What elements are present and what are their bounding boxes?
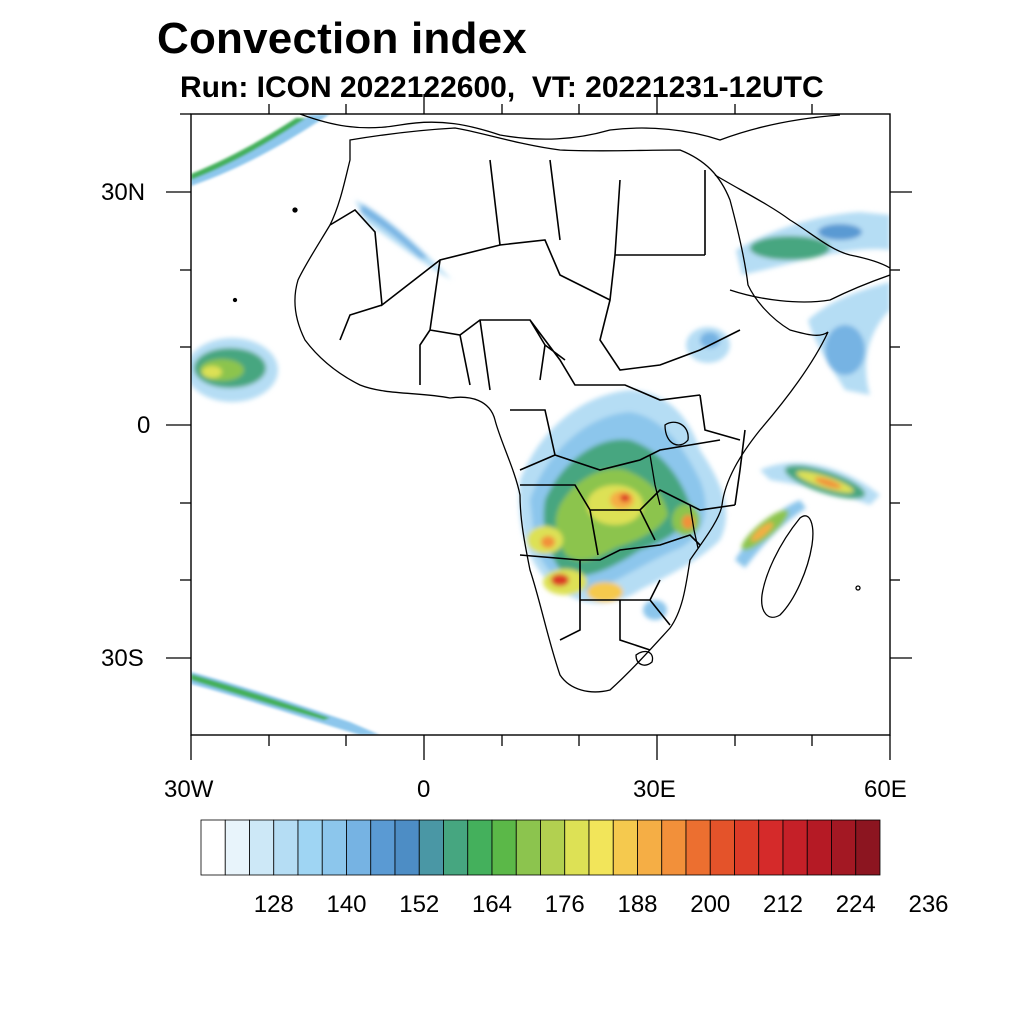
colorbar-label: 128 bbox=[254, 891, 294, 918]
colorbar-swatch bbox=[637, 819, 663, 876]
field-madagascar bbox=[735, 462, 880, 568]
colorbar-swatch bbox=[273, 819, 299, 876]
colorbar-swatch bbox=[418, 819, 444, 876]
field-arabia bbox=[736, 212, 890, 275]
axis-ticks bbox=[166, 94, 912, 760]
colorbar-label: 188 bbox=[617, 891, 657, 918]
field-north-atlantic bbox=[191, 114, 330, 186]
coastlines-and-borders bbox=[232, 114, 890, 693]
colorbar-label: 236 bbox=[908, 891, 948, 918]
colorbar-swatch bbox=[782, 819, 808, 876]
colorbar-labels: 128 140 152 164 176 188 200 212 224 236 bbox=[254, 891, 949, 918]
colorbar-swatch bbox=[249, 819, 275, 876]
y-tick-label-30n: 30N bbox=[101, 179, 146, 206]
lake-tanganyika bbox=[649, 454, 661, 506]
plot-area bbox=[191, 114, 890, 735]
x-tick-label-0: 0 bbox=[417, 776, 431, 803]
colorbar-swatch bbox=[685, 819, 711, 876]
colorbar-swatch bbox=[200, 819, 226, 876]
colorbar-swatch bbox=[661, 819, 687, 876]
lake-victoria bbox=[664, 421, 689, 446]
colorbar-swatch bbox=[855, 819, 881, 876]
colorbar-label: 152 bbox=[399, 891, 439, 918]
y-tick-label-30s: 30S bbox=[101, 645, 144, 672]
colorbar-label: 176 bbox=[545, 891, 585, 918]
field-east-africa bbox=[643, 327, 730, 620]
colorbar-label: 164 bbox=[472, 891, 512, 918]
colorbar-swatch bbox=[734, 819, 760, 876]
lesotho-border bbox=[635, 650, 654, 666]
convection-field bbox=[191, 114, 890, 735]
colorbar-swatch bbox=[588, 819, 614, 876]
colorbar-swatch bbox=[297, 819, 323, 876]
colorbar-label: 200 bbox=[690, 891, 730, 918]
y-tick-label-0: 0 bbox=[137, 412, 151, 439]
colorbar-swatch bbox=[806, 819, 832, 876]
chart-title: Convection index bbox=[157, 14, 527, 63]
mediterranean-coastline bbox=[299, 114, 841, 141]
colorbar-swatch bbox=[224, 819, 250, 876]
colorbar-swatch bbox=[443, 819, 469, 876]
x-tick-label-30e: 30E bbox=[633, 776, 676, 803]
arabia-coastline bbox=[714, 174, 890, 303]
colorbar-swatch bbox=[612, 819, 638, 876]
field-tropical-atlantic bbox=[191, 338, 278, 402]
colorbar-swatch bbox=[758, 819, 784, 876]
africa-coastline bbox=[294, 127, 829, 693]
colorbar-swatch bbox=[564, 819, 590, 876]
colorbar-swatch bbox=[515, 819, 541, 876]
colorbar-label: 224 bbox=[836, 891, 876, 918]
colorbar-swatch bbox=[394, 819, 420, 876]
field-arabian-sea bbox=[808, 282, 890, 395]
colorbar-swatch bbox=[831, 819, 857, 876]
madagascar-coastline bbox=[761, 515, 814, 618]
colorbar-swatch bbox=[709, 819, 735, 876]
chart-subtitle: Run: ICON 2022122600, VT: 20221231-12UTC bbox=[180, 71, 824, 104]
colorbar-swatch bbox=[370, 819, 396, 876]
colorbar bbox=[200, 819, 881, 876]
colorbar-swatch bbox=[491, 819, 517, 876]
colorbar-label: 140 bbox=[326, 891, 366, 918]
canary-islands bbox=[292, 207, 298, 213]
colorbar-swatch bbox=[540, 819, 566, 876]
colorbar-swatch bbox=[321, 819, 347, 876]
lake-malawi bbox=[689, 504, 699, 549]
field-central-africa bbox=[519, 390, 727, 604]
mauritius bbox=[855, 585, 861, 591]
field-northwest-africa bbox=[355, 200, 452, 280]
colorbar-swatch bbox=[467, 819, 493, 876]
x-tick-label-30w: 30W bbox=[164, 776, 214, 803]
colorbar-swatch bbox=[346, 819, 372, 876]
cape-verde bbox=[232, 297, 238, 303]
x-tick-label-60e: 60E bbox=[864, 776, 907, 803]
country-borders bbox=[329, 159, 746, 651]
field-south-atlantic bbox=[191, 672, 380, 735]
colorbar-label: 212 bbox=[763, 891, 803, 918]
